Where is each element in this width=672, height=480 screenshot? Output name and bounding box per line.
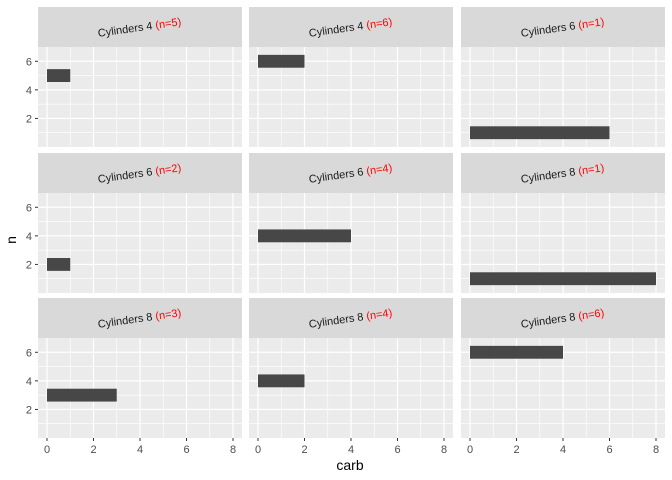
y-tick-label: 2 [26, 404, 32, 416]
strip-count-label: (n=1) [578, 162, 605, 178]
x-tick-label: 4 [137, 444, 143, 456]
y-tick-label: 2 [26, 259, 32, 271]
strip-count-label: (n=6) [578, 307, 605, 323]
strip-count-label: (n=2) [155, 162, 182, 178]
strip-count-label: (n=4) [366, 162, 393, 178]
facet-strip [38, 153, 242, 193]
y-tick-label: 6 [26, 202, 32, 214]
x-tick-label: 0 [44, 444, 50, 456]
x-tick-label: 0 [255, 444, 261, 456]
data-bar [47, 388, 117, 402]
facet-strip [249, 7, 453, 47]
data-bar [258, 229, 351, 243]
y-tick-label: 4 [26, 231, 32, 243]
facet-strip [38, 298, 242, 338]
facet-strip [461, 7, 665, 47]
strip-count-label: (n=6) [366, 16, 393, 32]
x-tick-label: 8 [230, 444, 236, 456]
strip-count-label: (n=5) [155, 16, 182, 32]
x-tick-label: 0 [467, 444, 473, 456]
strip-count-label: (n=1) [578, 16, 605, 32]
x-tick-label: 6 [394, 444, 400, 456]
x-tick-label: 2 [513, 444, 519, 456]
data-bar [470, 345, 563, 359]
x-tick-label: 2 [301, 444, 307, 456]
data-bar [47, 69, 71, 82]
x-tick-label: 6 [183, 444, 189, 456]
data-bar [470, 272, 656, 286]
data-bar [470, 126, 610, 140]
data-bar [47, 258, 71, 271]
x-tick-label: 4 [560, 444, 566, 456]
y-tick-label: 6 [26, 56, 32, 68]
y-axis-title: n [3, 236, 19, 244]
x-tick-label: 4 [348, 444, 354, 456]
strip-count-label: (n=3) [155, 307, 182, 323]
facet-strip [461, 298, 665, 338]
facet-strip [38, 7, 242, 47]
data-bar [258, 374, 305, 388]
x-tick-label: 6 [606, 444, 612, 456]
facet-strip [249, 298, 453, 338]
y-tick-label: 6 [26, 347, 32, 359]
strip-count-label: (n=4) [366, 307, 393, 323]
y-tick-label: 4 [26, 376, 32, 388]
x-tick-label: 8 [441, 444, 447, 456]
x-tick-label: 2 [90, 444, 96, 456]
x-axis-title: carb [336, 457, 363, 473]
data-bar [258, 54, 305, 68]
x-tick-label: 8 [653, 444, 659, 456]
y-tick-label: 2 [26, 113, 32, 125]
facet-strip [249, 153, 453, 193]
y-tick-label: 4 [26, 85, 32, 97]
facet-strip [461, 153, 665, 193]
